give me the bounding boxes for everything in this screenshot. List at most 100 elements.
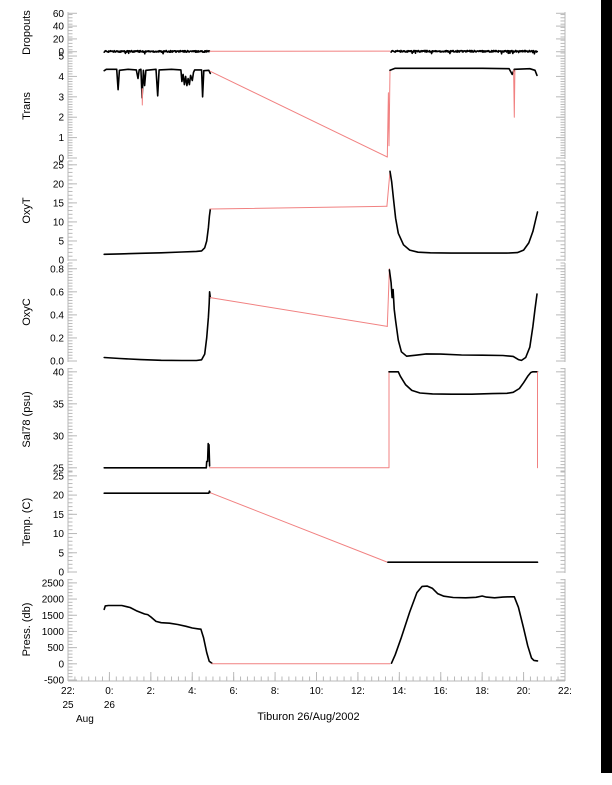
- panel-axis: [67, 160, 566, 261]
- chart-text: 40: [53, 367, 65, 378]
- chart-text: Sal78 (psu): [21, 391, 33, 447]
- chart-text: 1500: [42, 611, 65, 622]
- chart-text: 5: [58, 548, 64, 559]
- on-deck-series: [209, 371, 390, 469]
- chart-text: 15: [53, 510, 65, 521]
- panel-axis: [67, 54, 566, 159]
- chart-text: 25: [62, 700, 74, 711]
- panel-oxyt: 0 5 10 15 20 25 OxyT: [21, 160, 566, 267]
- chart-text: 1000: [42, 627, 65, 638]
- panel-axis: [67, 579, 566, 681]
- chart-text: 35: [53, 399, 65, 410]
- chart-text: OxyC: [21, 298, 33, 326]
- data-series: [103, 442, 211, 469]
- data-series: [103, 208, 212, 256]
- chart-text: Aug: [76, 714, 94, 725]
- chart-text: 20:: [517, 686, 531, 697]
- chart-text: 18:: [475, 686, 489, 697]
- data-series: [103, 68, 212, 99]
- x-axis: 22: 0: 2: 4: 6: 8: 10: 12: 14: 16: 18: 20: 22: 25 26 Au…: [61, 672, 572, 725]
- panel-axis: [67, 12, 566, 54]
- chart-text: 6:: [229, 686, 237, 697]
- chart-text: 10: [53, 529, 65, 540]
- chart-text: 8:: [271, 686, 279, 697]
- on-deck-series: [386, 268, 390, 327]
- chart-text: 0: [58, 568, 64, 579]
- data-series: [103, 490, 211, 494]
- chart-text: 25: [53, 160, 65, 171]
- chart-text: -500: [44, 676, 64, 687]
- on-deck-series: [386, 69, 391, 158]
- data-series: [103, 604, 213, 665]
- chart-text: 30: [53, 431, 65, 442]
- panel-trans: 0 1 2 3 4 5 Trans: [21, 52, 566, 165]
- chart-text: 26: [104, 700, 116, 711]
- chart-text: 4: [58, 72, 64, 83]
- screen-edge-black-bar: [601, 0, 612, 773]
- chart-text: 2000: [42, 595, 65, 606]
- chart-text: 3: [58, 92, 64, 103]
- chart-text: 0: [58, 659, 64, 670]
- chart-text: 500: [47, 643, 64, 654]
- chart-text: Dropouts: [21, 10, 33, 55]
- chart-text: Temp. (C): [21, 498, 33, 546]
- chart-text: 25: [53, 463, 65, 474]
- chart-text: 25: [53, 471, 65, 482]
- chart-text: 10: [53, 217, 65, 228]
- chart-text: 20: [53, 179, 65, 190]
- chart-text: 60: [53, 9, 65, 20]
- chart-text: 0: [58, 154, 64, 165]
- on-deck-series: [210, 492, 388, 563]
- on-deck-series: [513, 69, 516, 118]
- chart-text: 0.2: [50, 333, 64, 344]
- chart-text: 40: [53, 22, 65, 33]
- data-series: [390, 585, 539, 664]
- on-deck-series: [209, 205, 388, 210]
- chart-text: 20: [53, 34, 65, 45]
- chart-text: 4:: [188, 686, 196, 697]
- panel-press-db-: -500 0 500 1000 1500 2000 2500 Press. (db): [21, 578, 566, 687]
- on-deck-series: [386, 170, 391, 207]
- chart-text: Press. (db): [21, 603, 33, 657]
- panel-sal78-psu-: 25 30 35 40 Sal78 (psu): [21, 367, 566, 474]
- panel-temp-c-: 0 5 10 15 20 25 Temp. (C): [21, 471, 566, 579]
- chart-text: 5: [58, 52, 64, 63]
- data-series: [390, 49, 539, 55]
- chart-text: Trans: [21, 92, 33, 120]
- chart-text: 20: [53, 491, 65, 502]
- panel-axis: [67, 262, 566, 362]
- chart-text: 22:: [558, 686, 572, 697]
- chart-text: Tiburon 26/Aug/2002: [257, 711, 359, 723]
- data-series: [103, 291, 212, 362]
- data-series: [388, 269, 538, 362]
- panel-axis: [67, 368, 566, 472]
- panel-axis: [67, 471, 566, 573]
- chart-text: 0.6: [50, 287, 64, 298]
- chart-text: 2: [58, 113, 64, 124]
- chart-text: 10:: [310, 686, 324, 697]
- chart-text: OxyT: [21, 197, 33, 224]
- chart-text: 14:: [392, 686, 406, 697]
- chart-text: 12:: [351, 686, 365, 697]
- chart-text: 0:: [105, 686, 113, 697]
- on-deck-series: [209, 297, 388, 327]
- chart-text: 1: [58, 133, 64, 144]
- chart-text: 2:: [147, 686, 155, 697]
- chart-text: 15: [53, 198, 65, 209]
- chart-text: 22:: [61, 686, 75, 697]
- on-deck-series: [209, 70, 388, 158]
- chart-text: 0.8: [50, 264, 64, 275]
- chart-text: 5: [58, 236, 64, 247]
- data-series: [389, 67, 538, 77]
- chart-text: 0: [58, 47, 64, 58]
- data-series: [389, 170, 539, 254]
- chart-text: 0.0: [50, 357, 64, 368]
- chart-text: 0: [58, 256, 64, 267]
- chart-text: 0.4: [50, 310, 64, 321]
- data-series: [103, 49, 211, 55]
- panel-oxyc: 0.0 0.2 0.4 0.6 0.8 OxyC: [21, 262, 566, 368]
- on-deck-series: [141, 88, 144, 106]
